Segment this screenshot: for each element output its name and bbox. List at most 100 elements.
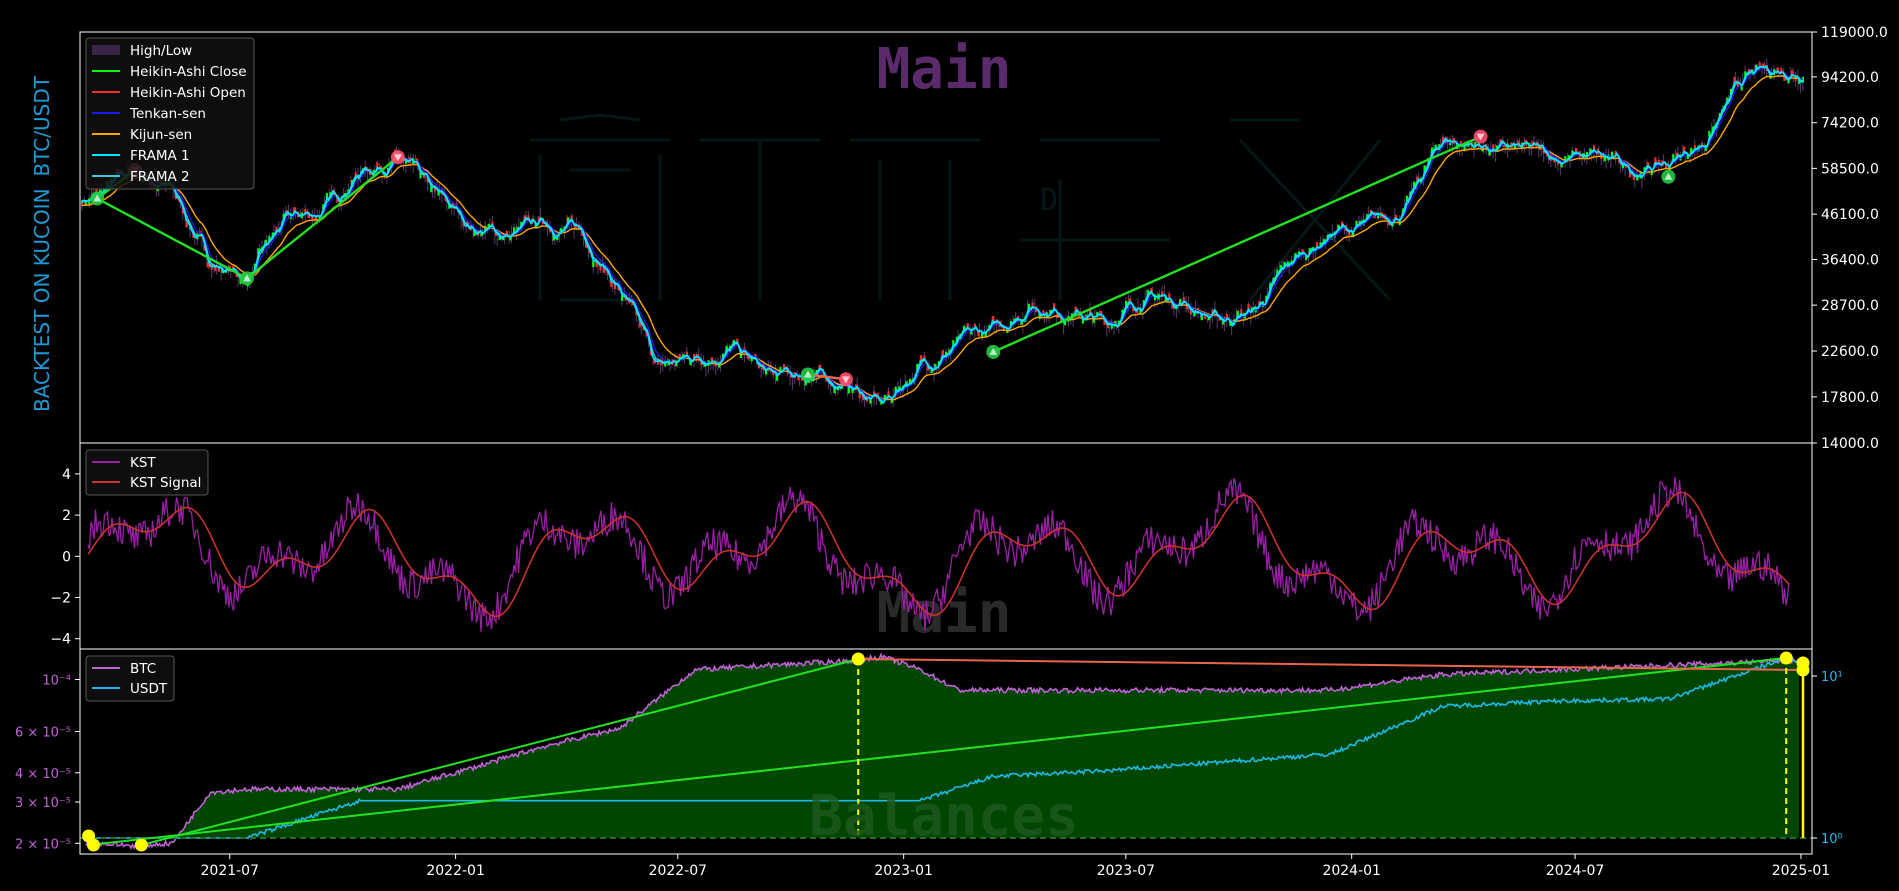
heikin-ashi-candle [264,239,267,246]
heikin-ashi-candle [955,336,958,343]
usdt-balance-line [86,658,1800,841]
buy-arrow [93,194,102,202]
price-watermark: Main [877,37,1012,102]
legend-label: KST [130,455,156,471]
heikin-ashi-candle [1733,76,1736,83]
balance-point-marker [134,838,148,852]
balances-series [80,651,1812,852]
legend-label: Kijun-sen [130,127,192,143]
x-tick-label: 2024-01 [1322,863,1381,879]
heikin-ashi-candle [275,226,278,233]
heikin-ashi-candle [621,295,624,301]
heikin-ashi-candle [567,217,570,224]
kst-legend: KST KST Signal [85,449,209,496]
heikin-ashi-candle [534,222,537,229]
heikin-ashi-candle [318,215,321,222]
balance-fill-area [86,654,1799,838]
heikin-ashi-candle [887,391,890,398]
heikin-ashi-candle [1236,310,1239,317]
heikin-ashi-candle [610,281,613,288]
kst-series [87,476,1790,632]
side-title-prefix: BACKTEST ON KUCOIN [30,188,54,412]
heikin-ashi-candle [268,236,271,242]
buy-arrow [803,370,812,378]
heikin-ashi-candle [552,234,555,241]
heikin-ashi-candle [963,325,966,332]
heikin-ashi-candle [1225,314,1228,320]
price-y-ticks: 119000.0 94200.0 74200.0 58500.0 46100.0 3640… [1812,25,1888,452]
heikin-ashi-candle [1729,88,1732,95]
price-legend: High/Low Heikin-Ashi Close Heikin-Ashi Ope… [85,37,255,190]
heikin-ashi-candle [1665,163,1668,169]
heikin-ashi-candle [1643,167,1646,174]
balances-panel: Balances 10⁻⁴ 6 × 10⁻⁵ 4 × 10⁻⁵ 3 × 10⁻⁵ 2 ×… [15,648,1843,879]
heikin-ashi-candle [1200,314,1203,321]
heikin-ashi-candle [1168,293,1171,300]
heikin-ashi-candle [513,227,516,234]
balances-watermark: Balances [809,784,1079,849]
balance-point-marker [1779,651,1793,665]
heikin-ashi-candle [1056,312,1059,318]
x-tick-label: 2022-07 [649,863,708,879]
heikin-ashi-candle [613,283,616,290]
heikin-ashi-candle [1081,317,1084,324]
legend-swatch-high-low [92,45,120,55]
x-tick-label: 2023-01 [874,863,933,879]
heikin-ashi-candle [1413,181,1416,188]
btc-balance-line [85,652,1800,851]
heikin-ashi-candle [819,364,822,371]
price-y-tick-label: 17800.0 [1821,390,1879,406]
heikin-ashi-candle [919,355,922,361]
kst-y-ticks: 4 2 0 −2 −4 [50,467,80,648]
heikin-ashi-candle [1474,141,1477,148]
price-legend-box [85,37,255,190]
kst-y-tick-label: 0 [62,549,71,565]
heikin-ashi-candle [437,189,440,196]
heikin-ashi-candle [1769,73,1772,79]
balance-point-marker [1796,663,1810,677]
heikin-ashi-candle [1654,157,1657,164]
heikin-ashi-candle [991,316,994,322]
heikin-ashi-candle [1204,313,1207,319]
legend-label: Heikin-Ashi Open [130,85,246,101]
heikin-ashi-candle [941,350,944,357]
balances-left-y-tick-label: 2 × 10⁻⁵ [15,837,71,852]
trade-line [96,197,248,280]
heikin-ashi-candle [851,387,854,394]
heikin-ashi-candle [1431,147,1434,154]
heikin-ashi-candle [675,360,678,367]
heikin-ashi-candle [592,261,595,268]
kst-y-tick-label: −4 [50,632,71,648]
heikin-ashi-candle [304,209,307,215]
kst-y-tick-label: 2 [62,508,71,524]
heikin-ashi-candle [1092,317,1095,323]
balances-right-y-tick-label: 10⁰ [1821,832,1843,847]
heikin-ashi-candle [595,261,598,268]
heikin-ashi-candle [1146,289,1149,296]
heikin-ashi-candle [473,230,476,237]
kst-signal-line [87,491,1790,618]
balances-left-y-tick-label: 3 × 10⁻⁵ [15,796,71,811]
heikin-ashi-candle [289,213,292,220]
heikin-ashi-candle [1305,254,1308,261]
heikin-ashi-candle [1027,303,1030,310]
equity-trend-line [141,658,859,846]
heikin-ashi-candle [1279,264,1282,271]
buy-arrow [989,347,998,355]
heikin-ashi-candle [678,354,681,360]
svg-text:D: D [1040,183,1058,218]
price-y-tick-label: 36400.0 [1821,252,1879,268]
buy-arrow [242,274,251,282]
balances-left-y-tick-label: 6 × 10⁻⁵ [15,726,71,741]
trade-line [992,135,1482,353]
heikin-ashi-candle [1351,231,1354,238]
price-panel: D Main 119000.0 94200.0 74200.0 58500.0 4610… [79,25,1888,452]
heikin-ashi-candle [1589,148,1592,155]
heikin-ashi-candle [1755,64,1758,71]
buy-arrow [1664,172,1673,180]
heikin-ashi-candle [354,172,357,179]
heikin-ashi-candle [484,225,487,232]
heikin-ashi-candle [711,357,714,363]
balance-point-marker [851,652,865,666]
heikin-ashi-candle [1229,320,1232,327]
